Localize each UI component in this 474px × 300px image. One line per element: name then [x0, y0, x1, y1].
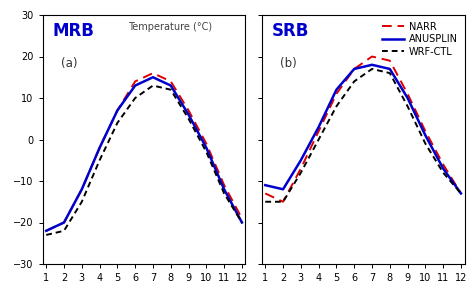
NARR: [458, 192, 464, 195]
WRF-CTL: [387, 71, 392, 75]
NARR: [280, 200, 286, 203]
NARR: [405, 92, 410, 96]
ANUSPLIN: [316, 125, 321, 129]
Line: ANUSPLIN: ANUSPLIN: [265, 65, 461, 194]
Text: Temperature (°C): Temperature (°C): [128, 22, 212, 32]
WRF-CTL: [422, 142, 428, 146]
ANUSPLIN: [351, 67, 357, 71]
ANUSPLIN: [440, 167, 446, 170]
NARR: [440, 163, 446, 166]
NARR: [422, 129, 428, 133]
WRF-CTL: [458, 192, 464, 195]
NARR: [351, 67, 357, 71]
ANUSPLIN: [387, 67, 392, 71]
NARR: [298, 167, 304, 170]
ANUSPLIN: [369, 63, 375, 67]
ANUSPLIN: [263, 183, 268, 187]
WRF-CTL: [263, 200, 268, 203]
ANUSPLIN: [280, 188, 286, 191]
WRF-CTL: [440, 171, 446, 175]
Line: NARR: NARR: [265, 56, 461, 202]
Text: MRB: MRB: [53, 22, 95, 40]
Line: WRF-CTL: WRF-CTL: [265, 69, 461, 202]
NARR: [334, 92, 339, 96]
Text: (a): (a): [61, 57, 77, 70]
Text: SRB: SRB: [272, 22, 309, 40]
Legend: NARR, ANUSPLIN, WRF-CTL: NARR, ANUSPLIN, WRF-CTL: [381, 20, 460, 58]
WRF-CTL: [280, 200, 286, 203]
ANUSPLIN: [298, 158, 304, 162]
ANUSPLIN: [458, 192, 464, 195]
NARR: [369, 55, 375, 58]
ANUSPLIN: [422, 134, 428, 137]
WRF-CTL: [369, 67, 375, 71]
WRF-CTL: [405, 104, 410, 108]
ANUSPLIN: [334, 88, 339, 92]
NARR: [316, 129, 321, 133]
WRF-CTL: [316, 138, 321, 141]
ANUSPLIN: [405, 96, 410, 100]
Text: (b): (b): [280, 57, 297, 70]
NARR: [263, 192, 268, 195]
WRF-CTL: [298, 171, 304, 175]
WRF-CTL: [351, 80, 357, 83]
NARR: [387, 59, 392, 62]
WRF-CTL: [334, 104, 339, 108]
